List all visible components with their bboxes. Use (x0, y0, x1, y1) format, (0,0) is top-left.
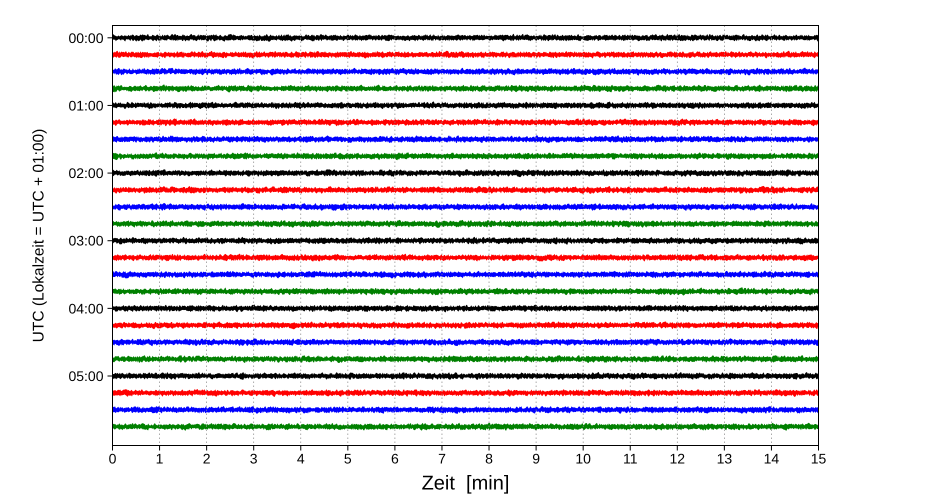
svg-text:03:00: 03:00 (68, 233, 103, 249)
svg-text:9: 9 (532, 451, 540, 467)
svg-text:13: 13 (717, 451, 733, 467)
svg-text:11: 11 (623, 451, 638, 467)
svg-text:1: 1 (156, 451, 164, 467)
svg-text:15: 15 (811, 451, 827, 467)
svg-text:0: 0 (109, 451, 117, 467)
svg-text:04:00: 04:00 (68, 300, 103, 316)
svg-text:6: 6 (391, 451, 399, 467)
svg-text:02:00: 02:00 (68, 165, 103, 181)
svg-text:5: 5 (344, 451, 352, 467)
svg-text:2: 2 (203, 451, 211, 467)
svg-text:3: 3 (250, 451, 258, 467)
svg-text:14: 14 (764, 451, 780, 467)
svg-text:10: 10 (575, 451, 591, 467)
svg-text:01:00: 01:00 (68, 97, 103, 113)
svg-text:4: 4 (297, 451, 305, 467)
svg-text:7: 7 (438, 451, 446, 467)
svg-text:12: 12 (670, 451, 686, 467)
svg-text:05:00: 05:00 (68, 368, 103, 384)
svg-text:8: 8 (485, 451, 493, 467)
svg-text:UTC (Lokalzeit = UTC + 01:00): UTC (Lokalzeit = UTC + 01:00) (31, 129, 48, 343)
svg-text:Zeit [min]: Zeit [min] (422, 473, 510, 494)
svg-text:00:00: 00:00 (68, 30, 103, 46)
